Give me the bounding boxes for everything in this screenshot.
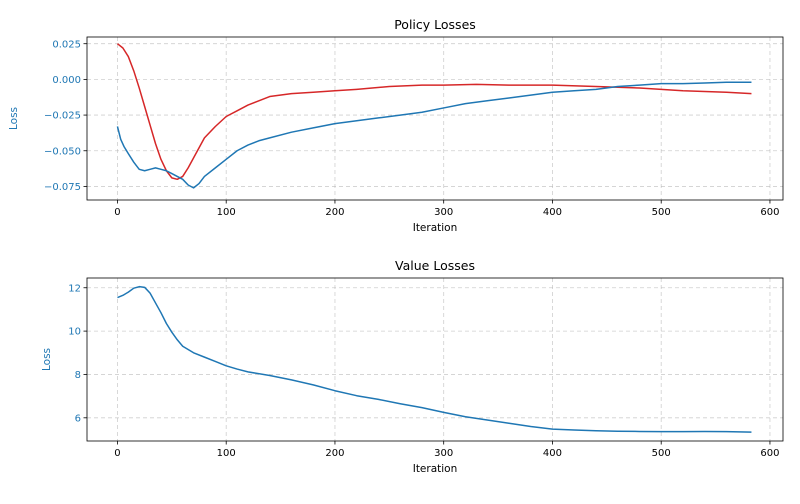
panel-1-ytick-label-4: 0.025 [52, 39, 81, 50]
panel-2-xtick-label-4: 400 [543, 448, 562, 459]
panel-1-xtick-label-3: 300 [434, 207, 453, 218]
panel-1-xtick-label-5: 500 [652, 207, 671, 218]
panel-2-ytick-label-3: 12 [68, 283, 81, 294]
panel-1-plot-frame [86, 36, 784, 201]
panel-1-xtick-label-1: 100 [217, 207, 236, 218]
panel-2-xtick-label-2: 200 [325, 448, 344, 459]
panel-1-ytick-label-0: −0.075 [44, 182, 81, 193]
panel-2-xtick-label-1: 100 [217, 448, 236, 459]
panel-2-xtick-label-6: 600 [760, 448, 779, 459]
panel-1-xtick-label-0: 0 [114, 207, 120, 218]
panel-1: 0 100 200 300 400 500 600 −0.075 −0.050 −0.025 0.0… [8, 17, 784, 234]
panel-1-ylabel: Loss [8, 107, 20, 130]
panel-2: 0 100 200 300 400 500 600 6 8 10 12 Value Losses Ite… [41, 258, 784, 475]
panel-2-xtick-label-5: 500 [652, 448, 671, 459]
panel-2-ylabel: Loss [41, 348, 53, 371]
panel-1-ytick-label-1: −0.050 [44, 146, 81, 157]
panel-2-xtick-label-3: 300 [434, 448, 453, 459]
panel-2-title: Value Losses [395, 258, 475, 273]
panel-1-series-1-line [116, 43, 752, 181]
panel-1-ytick-label-3: 0.000 [52, 75, 81, 86]
panel-1-xtick-label-6: 600 [760, 207, 779, 218]
panel-1-series-2-line [116, 81, 752, 189]
panel-2-ytick-label-0: 6 [75, 413, 81, 424]
panel-2-plot-frame [86, 277, 784, 442]
panel-2-series-1-line [117, 285, 752, 433]
panel-1-title: Policy Losses [394, 17, 476, 32]
panel-1-xtick-label-4: 400 [543, 207, 562, 218]
panel-2-xtick-label-0: 0 [114, 448, 120, 459]
panel-1-xlabel: Iteration [413, 222, 458, 234]
panel-2-ytick-label-1: 8 [75, 370, 81, 381]
panel-1-xtick-label-2: 200 [325, 207, 344, 218]
panel-1-ytick-label-2: −0.025 [44, 111, 81, 122]
panel-2-xlabel: Iteration [413, 463, 458, 475]
panel-2-ytick-label-2: 10 [68, 327, 81, 338]
